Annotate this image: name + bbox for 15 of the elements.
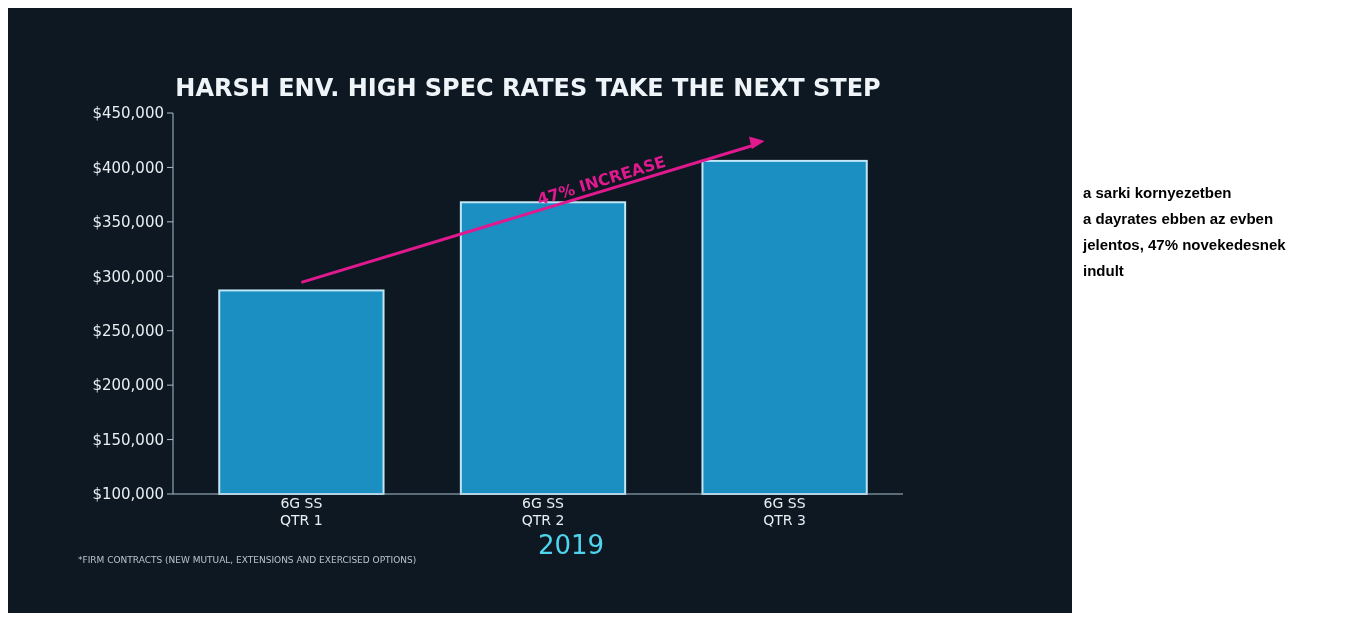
chart-title: HARSH ENV. HIGH SPEC RATES TAKE THE NEXT STEP <box>175 74 881 102</box>
x-tick-label: 6G SS QTR 1 <box>280 495 323 528</box>
y-tick-label: $150,000 <box>92 430 164 449</box>
x-axis-title: 2019 <box>537 530 605 560</box>
y-tick-label: $300,000 <box>92 267 164 286</box>
y-tick-label: $450,000 <box>92 104 164 123</box>
text: a sarki kornyezetben a dayrates ebben az evben jelentos, 47% novekedesnek indult <box>1082 184 1287 279</box>
y-tick-label: $200,000 <box>92 376 164 395</box>
y-tick-label: $250,000 <box>92 321 164 340</box>
y-tick-label: $100,000 <box>92 485 164 504</box>
text: *FIRM CONTRACTS (NEW MUTUAL, EXTENSIONS AND EXERCISED OPTIONS) <box>78 555 417 565</box>
x-tick-label: 6G SS QTR 2 <box>521 495 565 528</box>
x-tick-label: 6G SS QTR 3 <box>763 495 806 528</box>
y-tick-label: $350,000 <box>92 213 164 232</box>
y-tick-label: $400,000 <box>92 158 164 177</box>
